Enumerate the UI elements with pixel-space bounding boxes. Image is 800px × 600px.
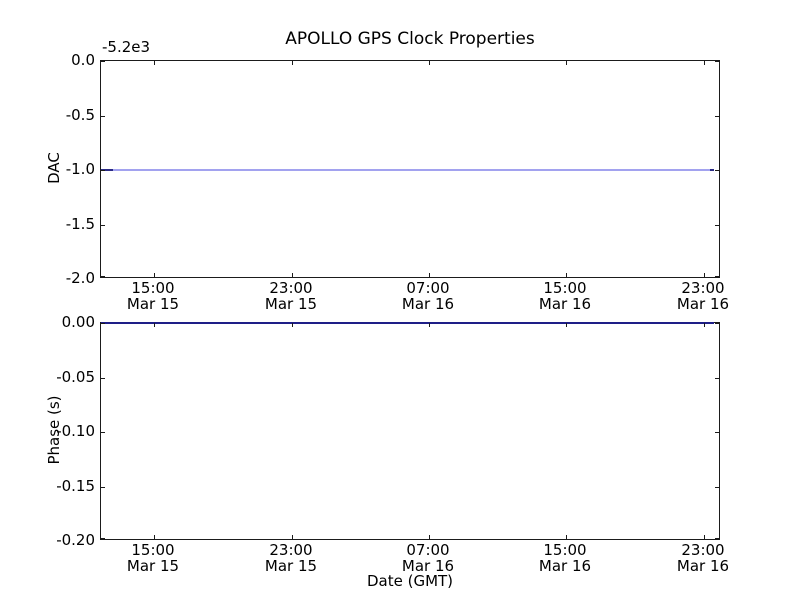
x-tick-label: 15:00 Mar 15 xyxy=(103,542,203,574)
x-tick-label: 23:00 Mar 16 xyxy=(653,280,753,312)
y-tick-label: -0.5 xyxy=(65,106,95,124)
y-tick-mark xyxy=(715,116,719,117)
x-tick-time: 15:00 xyxy=(543,279,587,297)
y-tick-mark xyxy=(715,170,719,171)
y-axis-offset-text: -5.2e3 xyxy=(102,38,151,56)
chart-title: APOLLO GPS Clock Properties xyxy=(285,29,535,49)
y-tick-mark xyxy=(715,276,719,277)
x-tick-mark xyxy=(566,61,567,65)
y-tick-label: 0.00 xyxy=(61,313,95,331)
x-tick-label: 15:00 Mar 16 xyxy=(515,542,615,574)
x-tick-mark xyxy=(292,61,293,65)
x-tick-label: 15:00 Mar 16 xyxy=(515,280,615,312)
x-tick-label: 07:00 Mar 16 xyxy=(378,542,478,574)
y-tick-mark xyxy=(715,225,719,226)
x-tick-label: 07:00 Mar 16 xyxy=(378,280,478,312)
x-tick-time: 15:00 xyxy=(131,279,175,297)
y-tick-label: -1.5 xyxy=(65,215,95,233)
x-tick-mark xyxy=(292,535,293,539)
y-tick-mark xyxy=(715,323,719,324)
y-tick-label: -0.15 xyxy=(56,477,95,495)
y-tick-mark xyxy=(101,225,105,226)
x-tick-date: Mar 16 xyxy=(401,295,455,313)
x-tick-mark xyxy=(292,273,293,277)
x-tick-date: Mar 16 xyxy=(538,295,592,313)
x-tick-time: 15:00 xyxy=(131,541,175,559)
x-tick-mark xyxy=(704,61,705,65)
x-axis-label: Date (GMT) xyxy=(366,572,454,590)
x-tick-mark xyxy=(704,535,705,539)
y-tick-label: -0.20 xyxy=(56,531,95,549)
y-tick-mark xyxy=(101,276,105,277)
x-tick-mark xyxy=(429,323,430,327)
phase-series-line xyxy=(101,322,714,324)
x-tick-mark xyxy=(292,323,293,327)
y-tick-mark xyxy=(101,538,105,539)
y-tick-label: 0.0 xyxy=(71,51,95,69)
x-tick-time: 23:00 xyxy=(269,541,313,559)
x-tick-date: Mar 16 xyxy=(401,557,455,575)
x-tick-mark xyxy=(154,61,155,65)
x-tick-time: 23:00 xyxy=(269,279,313,297)
x-tick-label: 23:00 Mar 16 xyxy=(653,542,753,574)
y-tick-mark xyxy=(715,378,719,379)
x-tick-mark xyxy=(429,273,430,277)
y-tick-mark xyxy=(715,61,719,62)
y-tick-mark xyxy=(715,432,719,433)
dac-series-line xyxy=(101,169,714,171)
x-tick-time: 23:00 xyxy=(681,279,725,297)
x-tick-mark xyxy=(154,535,155,539)
x-tick-time: 07:00 xyxy=(406,541,450,559)
x-tick-time: 07:00 xyxy=(406,279,450,297)
y-tick-label: -1.0 xyxy=(65,160,95,178)
x-tick-time: 23:00 xyxy=(681,541,725,559)
y-tick-mark xyxy=(101,487,105,488)
x-tick-mark xyxy=(704,273,705,277)
dac-series-line-start xyxy=(101,169,113,171)
y-tick-mark xyxy=(101,61,105,62)
x-tick-mark xyxy=(429,61,430,65)
phase-subplot-axes xyxy=(100,322,720,540)
x-tick-mark xyxy=(154,273,155,277)
x-tick-mark xyxy=(566,273,567,277)
x-tick-date: Mar 16 xyxy=(676,295,730,313)
x-tick-mark xyxy=(429,535,430,539)
y-tick-mark xyxy=(101,432,105,433)
dac-series-line-end xyxy=(710,169,714,171)
x-tick-date: Mar 16 xyxy=(676,557,730,575)
x-tick-date: Mar 15 xyxy=(264,295,318,313)
x-tick-date: Mar 15 xyxy=(126,557,180,575)
x-tick-mark xyxy=(704,323,705,327)
x-tick-label: 23:00 Mar 15 xyxy=(241,542,341,574)
y-tick-label: -2.0 xyxy=(65,269,95,287)
y-tick-mark xyxy=(715,538,719,539)
x-tick-mark xyxy=(154,323,155,327)
x-tick-label: 15:00 Mar 15 xyxy=(103,280,203,312)
y-tick-mark xyxy=(101,378,105,379)
y-tick-mark xyxy=(101,170,105,171)
y-tick-mark xyxy=(715,487,719,488)
y-tick-mark xyxy=(101,323,105,324)
x-tick-label: 23:00 Mar 15 xyxy=(241,280,341,312)
y-tick-label: -0.05 xyxy=(56,368,95,386)
x-tick-date: Mar 15 xyxy=(264,557,318,575)
dac-subplot-axes xyxy=(100,60,720,278)
y-tick-mark xyxy=(101,116,105,117)
y-tick-label: -0.10 xyxy=(56,422,95,440)
x-tick-mark xyxy=(566,535,567,539)
x-tick-date: Mar 16 xyxy=(538,557,592,575)
x-tick-mark xyxy=(566,323,567,327)
x-tick-time: 15:00 xyxy=(543,541,587,559)
x-tick-date: Mar 15 xyxy=(126,295,180,313)
